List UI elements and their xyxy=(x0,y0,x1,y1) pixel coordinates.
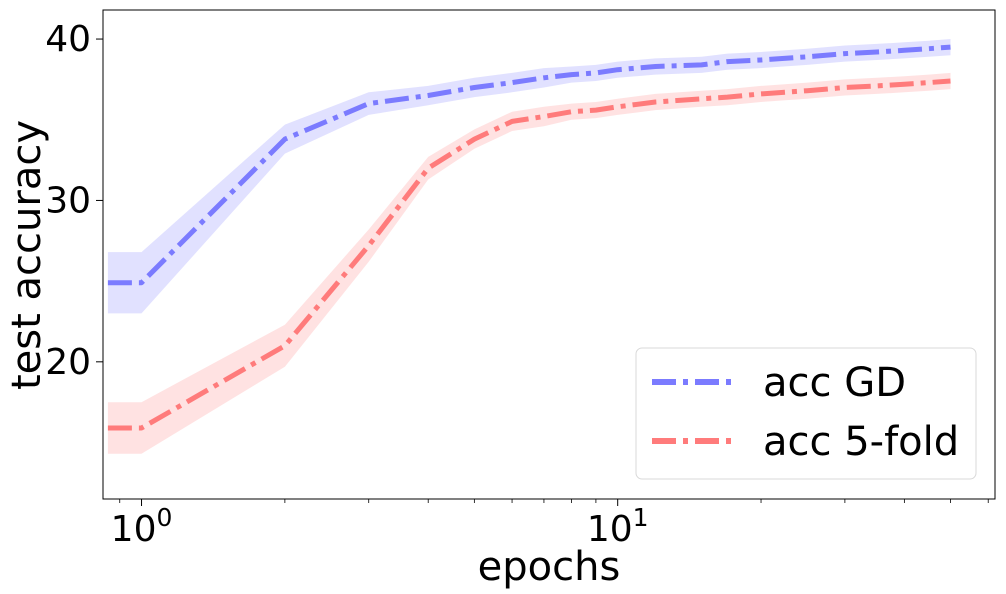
error-bands xyxy=(107,39,951,454)
line-acc-5-fold xyxy=(107,78,951,431)
x-tick-label-1: 100 xyxy=(111,503,173,550)
band-acc-5-fold xyxy=(107,72,951,454)
y-tick-label-40: 40 xyxy=(45,19,91,60)
legend-frame xyxy=(635,347,977,480)
legend-label-acc-5-fold: acc 5-fold xyxy=(763,419,959,465)
x-axis-ticks: 100 101 xyxy=(111,499,649,550)
x-minor-ticks xyxy=(119,499,989,503)
y-tick-label-30: 30 xyxy=(45,180,91,221)
legend: acc GD acc 5-fold xyxy=(635,347,977,480)
series-lines xyxy=(107,44,951,431)
legend-label-acc-gd: acc GD xyxy=(763,360,906,406)
y-tick-label-20: 20 xyxy=(45,342,91,383)
x-axis-label: epochs xyxy=(478,544,621,590)
x-tick-label-10: 101 xyxy=(587,503,649,550)
y-axis-label: test accuracy xyxy=(4,120,50,390)
y-axis-ticks: 20 30 40 xyxy=(45,19,103,383)
plot-frame xyxy=(102,9,996,500)
line-acc-gd xyxy=(107,44,951,286)
